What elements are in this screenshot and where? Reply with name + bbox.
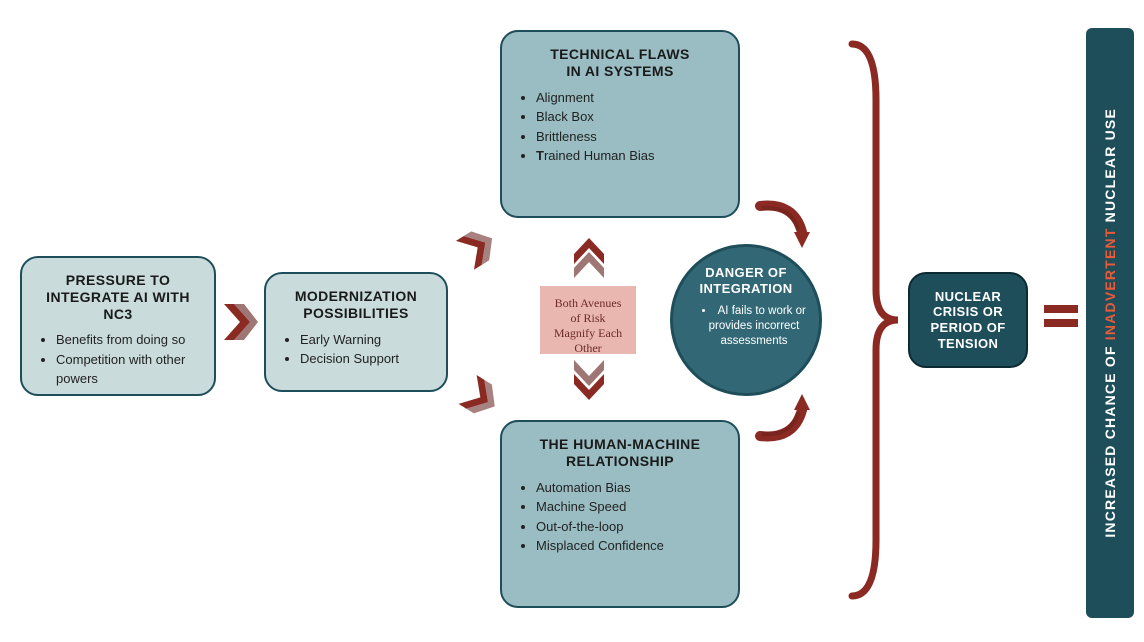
li: Machine Speed bbox=[536, 497, 722, 517]
li: Benefits from doing so bbox=[56, 330, 198, 350]
t: TECHNICAL FLAWS bbox=[550, 46, 690, 62]
t: NUCLEAR bbox=[935, 289, 1001, 304]
t: POSSIBILITIES bbox=[303, 305, 409, 321]
t: RELATIONSHIP bbox=[566, 453, 674, 469]
arrow-down-icon bbox=[453, 372, 505, 426]
t: INCREASED CHANCE OF bbox=[1102, 340, 1118, 537]
t: INADVERTENT bbox=[1102, 228, 1118, 341]
arrow-up-icon bbox=[453, 222, 505, 276]
t: INTEGRATION bbox=[700, 281, 793, 296]
li: Automation Bias bbox=[536, 478, 722, 498]
arrow-icon bbox=[222, 302, 258, 347]
t: PRESSURE TO bbox=[66, 272, 171, 288]
li: Trained Human Bias bbox=[536, 146, 722, 166]
box-mod-title: MODERNIZATION POSSIBILITIES bbox=[282, 288, 430, 322]
li: Competition with other powers bbox=[56, 350, 198, 389]
box-human-machine: THE HUMAN-MACHINE RELATIONSHIP Automatio… bbox=[500, 420, 740, 608]
t: Both Avenues bbox=[555, 296, 622, 310]
li: Brittleness bbox=[536, 127, 722, 147]
equals-icon bbox=[1044, 298, 1078, 343]
box-hm-title: THE HUMAN-MACHINE RELATIONSHIP bbox=[518, 436, 722, 470]
t: PERIOD OF bbox=[930, 320, 1005, 335]
t: IN AI SYSTEMS bbox=[566, 63, 673, 79]
magnify-label: Both Avenues of Risk Magnify Each Other bbox=[540, 286, 636, 354]
li: Misplaced Confidence bbox=[536, 536, 722, 556]
t: Other bbox=[574, 341, 601, 355]
t: TENSION bbox=[938, 336, 999, 351]
final-text: INCREASED CHANCE OF INADVERTENT NUCLEAR … bbox=[1102, 108, 1118, 538]
t: NUCLEAR USE bbox=[1102, 108, 1118, 227]
box-hm-list: Automation Bias Machine Speed Out-of-the… bbox=[518, 478, 722, 556]
t: CRISIS OR bbox=[933, 304, 1003, 319]
box-tech-title: TECHNICAL FLAWS IN AI SYSTEMS bbox=[518, 46, 722, 80]
li: Alignment bbox=[536, 88, 722, 108]
li: AI fails to work or provides incorrect a… bbox=[699, 304, 809, 349]
curly-brace-icon bbox=[846, 40, 902, 605]
box-technical-flaws: TECHNICAL FLAWS IN AI SYSTEMS Alignment … bbox=[500, 30, 740, 218]
box-mod-list: Early Warning Decision Support bbox=[282, 330, 430, 369]
crisis-title: NUCLEAR CRISIS OR PERIOD OF TENSION bbox=[930, 289, 1005, 351]
t: MODERNIZATION bbox=[295, 288, 417, 304]
arc-arrow-bot-icon bbox=[754, 392, 810, 449]
chevron-up-icon bbox=[572, 234, 606, 283]
arc-arrow-top-icon bbox=[754, 198, 810, 255]
chevron-down-icon bbox=[572, 360, 606, 409]
box-tech-list: Alignment Black Box Brittleness Trained … bbox=[518, 88, 722, 166]
t: NC3 bbox=[103, 306, 132, 322]
t: THE HUMAN-MACHINE bbox=[540, 436, 701, 452]
li: Early Warning bbox=[300, 330, 430, 350]
s: rained Human Bias bbox=[544, 148, 655, 163]
circle-danger: DANGER OF INTEGRATION AI fails to work o… bbox=[670, 244, 822, 396]
box-pressure-title: PRESSURE TO INTEGRATE AI WITH NC3 bbox=[38, 272, 198, 322]
circle-list: AI fails to work or provides incorrect a… bbox=[683, 304, 809, 349]
box-pressure: PRESSURE TO INTEGRATE AI WITH NC3 Benefi… bbox=[20, 256, 216, 396]
b: T bbox=[536, 148, 544, 163]
li: Black Box bbox=[536, 107, 722, 127]
t: DANGER OF bbox=[705, 265, 787, 280]
box-pressure-list: Benefits from doing so Competition with … bbox=[38, 330, 198, 389]
t: Magnify Each bbox=[554, 326, 622, 340]
final-outcome-bar: INCREASED CHANCE OF INADVERTENT NUCLEAR … bbox=[1086, 28, 1134, 618]
box-crisis: NUCLEAR CRISIS OR PERIOD OF TENSION bbox=[908, 272, 1028, 368]
t: INTEGRATE AI WITH bbox=[46, 289, 190, 305]
t: of Risk bbox=[570, 311, 605, 325]
li: Decision Support bbox=[300, 349, 430, 369]
li: Out-of-the-loop bbox=[536, 517, 722, 537]
box-modernization: MODERNIZATION POSSIBILITIES Early Warnin… bbox=[264, 272, 448, 392]
circle-title: DANGER OF INTEGRATION bbox=[683, 265, 809, 296]
